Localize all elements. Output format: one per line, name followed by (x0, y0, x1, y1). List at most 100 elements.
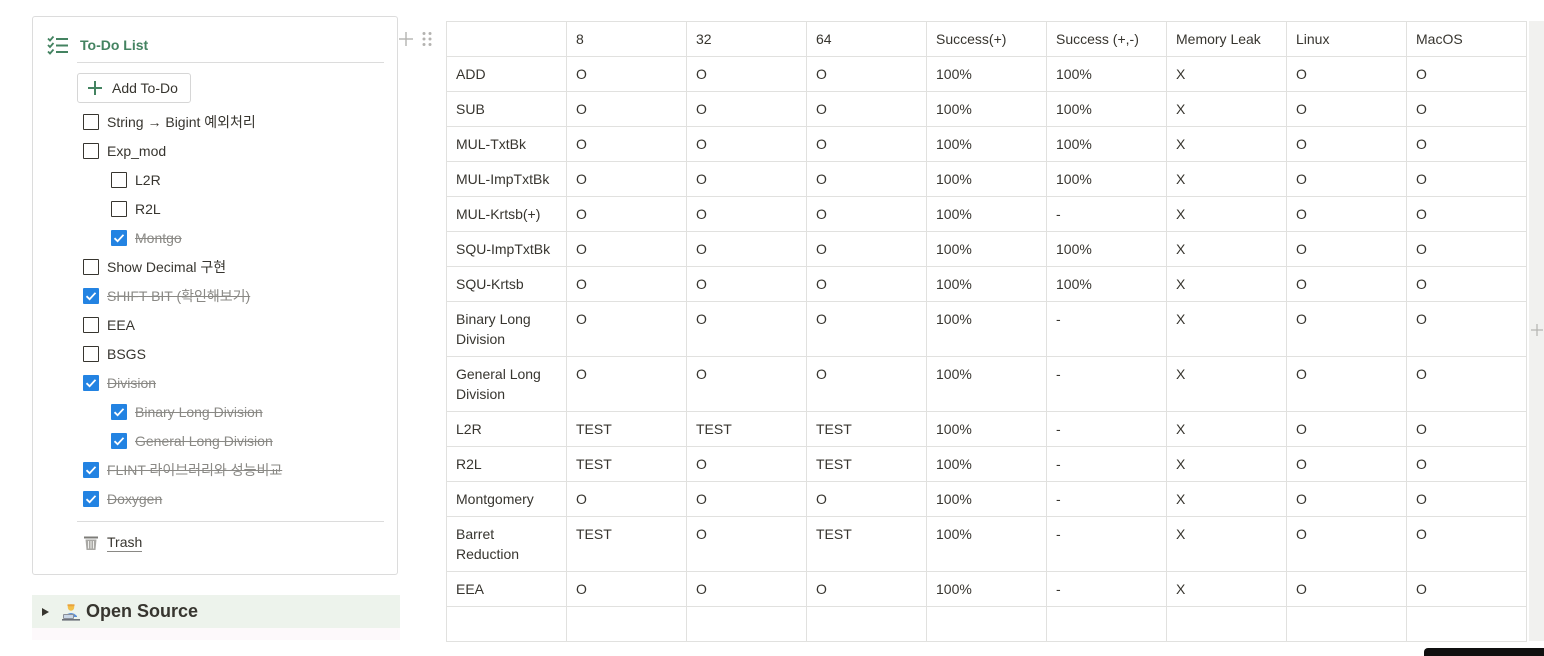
table-cell[interactable]: X (1166, 411, 1287, 447)
todo-item[interactable]: Doxygen (83, 488, 162, 510)
table-cell[interactable]: - (1046, 196, 1167, 232)
table-cell[interactable] (686, 606, 807, 642)
checkbox[interactable] (83, 143, 99, 159)
checkbox-checked[interactable] (83, 288, 99, 304)
table-cell[interactable]: X (1166, 196, 1287, 232)
table-cell[interactable]: 100% (926, 91, 1047, 127)
table-cell[interactable]: O (806, 481, 927, 517)
table-cell[interactable] (566, 606, 687, 642)
table-cell[interactable]: O (686, 301, 807, 357)
drag-handle-icon[interactable] (421, 31, 433, 47)
table-cell[interactable]: TEST (806, 411, 927, 447)
table-cell[interactable]: O (566, 91, 687, 127)
table-cell[interactable]: SQU-Krtsb (446, 266, 567, 302)
table-cell[interactable]: L2R (446, 411, 567, 447)
table-cell[interactable]: O (686, 516, 807, 572)
todo-item[interactable]: FLINT 라이브러리와 성능비교 (83, 459, 282, 481)
checkbox-checked[interactable] (83, 462, 99, 478)
table-header-cell[interactable]: Success(+) (926, 21, 1047, 57)
table-cell[interactable]: 100% (926, 356, 1047, 412)
checkbox[interactable] (111, 172, 127, 188)
table-cell[interactable]: - (1046, 356, 1167, 412)
table-cell[interactable]: O (686, 196, 807, 232)
table-cell[interactable]: O (1286, 126, 1407, 162)
table-cell[interactable]: O (686, 161, 807, 197)
table-cell[interactable]: O (1286, 301, 1407, 357)
table-cell[interactable]: O (1286, 411, 1407, 447)
table-cell[interactable]: O (686, 266, 807, 302)
table-cell[interactable]: O (1286, 161, 1407, 197)
checkbox-checked[interactable] (111, 433, 127, 449)
table-cell[interactable]: O (1286, 91, 1407, 127)
table-cell[interactable]: EEA (446, 571, 567, 607)
table-cell[interactable]: O (566, 356, 687, 412)
table-cell[interactable]: 100% (926, 571, 1047, 607)
table-cell[interactable]: O (686, 481, 807, 517)
table-header-cell[interactable]: Success (+,-) (1046, 21, 1167, 57)
table-cell[interactable]: 100% (926, 161, 1047, 197)
table-cell[interactable]: O (1406, 196, 1527, 232)
table-cell[interactable]: ADD (446, 56, 567, 92)
table-cell[interactable] (1286, 606, 1407, 642)
table-cell[interactable]: O (1406, 571, 1527, 607)
table-cell[interactable]: 100% (926, 301, 1047, 357)
table-header-cell[interactable]: MacOS (1406, 21, 1527, 57)
todo-item[interactable]: String → Bigint 예외처리 (83, 111, 256, 133)
open-source-toggle[interactable]: Open Source (32, 595, 400, 628)
table-cell[interactable]: O (806, 161, 927, 197)
table-cell[interactable]: 100% (1046, 56, 1167, 92)
table-cell[interactable]: 100% (926, 446, 1047, 482)
table-cell[interactable]: 100% (926, 481, 1047, 517)
table-cell[interactable]: 100% (926, 516, 1047, 572)
table-cell[interactable]: SQU-ImpTxtBk (446, 231, 567, 267)
table-cell[interactable] (1166, 606, 1287, 642)
table-cell[interactable]: 100% (926, 196, 1047, 232)
table-cell[interactable]: - (1046, 446, 1167, 482)
table-cell[interactable]: Montgomery (446, 481, 567, 517)
table-cell[interactable]: SUB (446, 91, 567, 127)
todo-item[interactable]: EEA (83, 314, 135, 336)
table-cell[interactable]: O (1406, 56, 1527, 92)
table-cell[interactable]: O (1406, 446, 1527, 482)
table-cell[interactable] (446, 606, 567, 642)
table-cell[interactable]: O (1286, 516, 1407, 572)
table-cell[interactable]: O (686, 91, 807, 127)
table-cell[interactable]: O (686, 56, 807, 92)
checkbox-checked[interactable] (111, 230, 127, 246)
table-cell[interactable]: - (1046, 411, 1167, 447)
table-cell[interactable]: MUL-TxtBk (446, 126, 567, 162)
table-cell[interactable]: TEST (566, 516, 687, 572)
add-todo-button[interactable]: Add To-Do (77, 73, 191, 103)
table-cell[interactable]: 100% (1046, 161, 1167, 197)
table-cell[interactable]: X (1166, 571, 1287, 607)
todo-item[interactable]: R2L (111, 198, 161, 220)
table-cell[interactable]: TEST (806, 516, 927, 572)
table-cell[interactable]: TEST (806, 446, 927, 482)
table-cell[interactable]: X (1166, 231, 1287, 267)
todo-item[interactable]: General Long Division (111, 430, 273, 452)
table-cell[interactable]: O (806, 126, 927, 162)
checkbox[interactable] (111, 201, 127, 217)
table-cell[interactable]: O (566, 266, 687, 302)
table-cell[interactable]: O (1286, 266, 1407, 302)
table-cell[interactable]: Barret Reduction (446, 516, 567, 572)
checkbox[interactable] (83, 259, 99, 275)
table-cell[interactable]: O (1406, 481, 1527, 517)
table-cell[interactable]: O (1406, 411, 1527, 447)
table-cell[interactable]: 100% (926, 231, 1047, 267)
table-cell[interactable]: X (1166, 516, 1287, 572)
table-cell[interactable]: 100% (926, 126, 1047, 162)
todo-item[interactable]: Montgo (111, 227, 182, 249)
checkbox-checked[interactable] (83, 491, 99, 507)
table-header-cell[interactable] (446, 21, 567, 57)
table-cell[interactable]: O (566, 126, 687, 162)
table-cell[interactable]: X (1166, 356, 1287, 412)
table-header-cell[interactable]: Memory Leak (1166, 21, 1287, 57)
checkbox[interactable] (83, 317, 99, 333)
checkbox-checked[interactable] (111, 404, 127, 420)
table-cell[interactable]: O (1286, 571, 1407, 607)
table-header-cell[interactable]: 32 (686, 21, 807, 57)
table-cell[interactable]: O (1286, 446, 1407, 482)
table-cell[interactable]: O (686, 231, 807, 267)
table-cell[interactable]: Binary Long Division (446, 301, 567, 357)
